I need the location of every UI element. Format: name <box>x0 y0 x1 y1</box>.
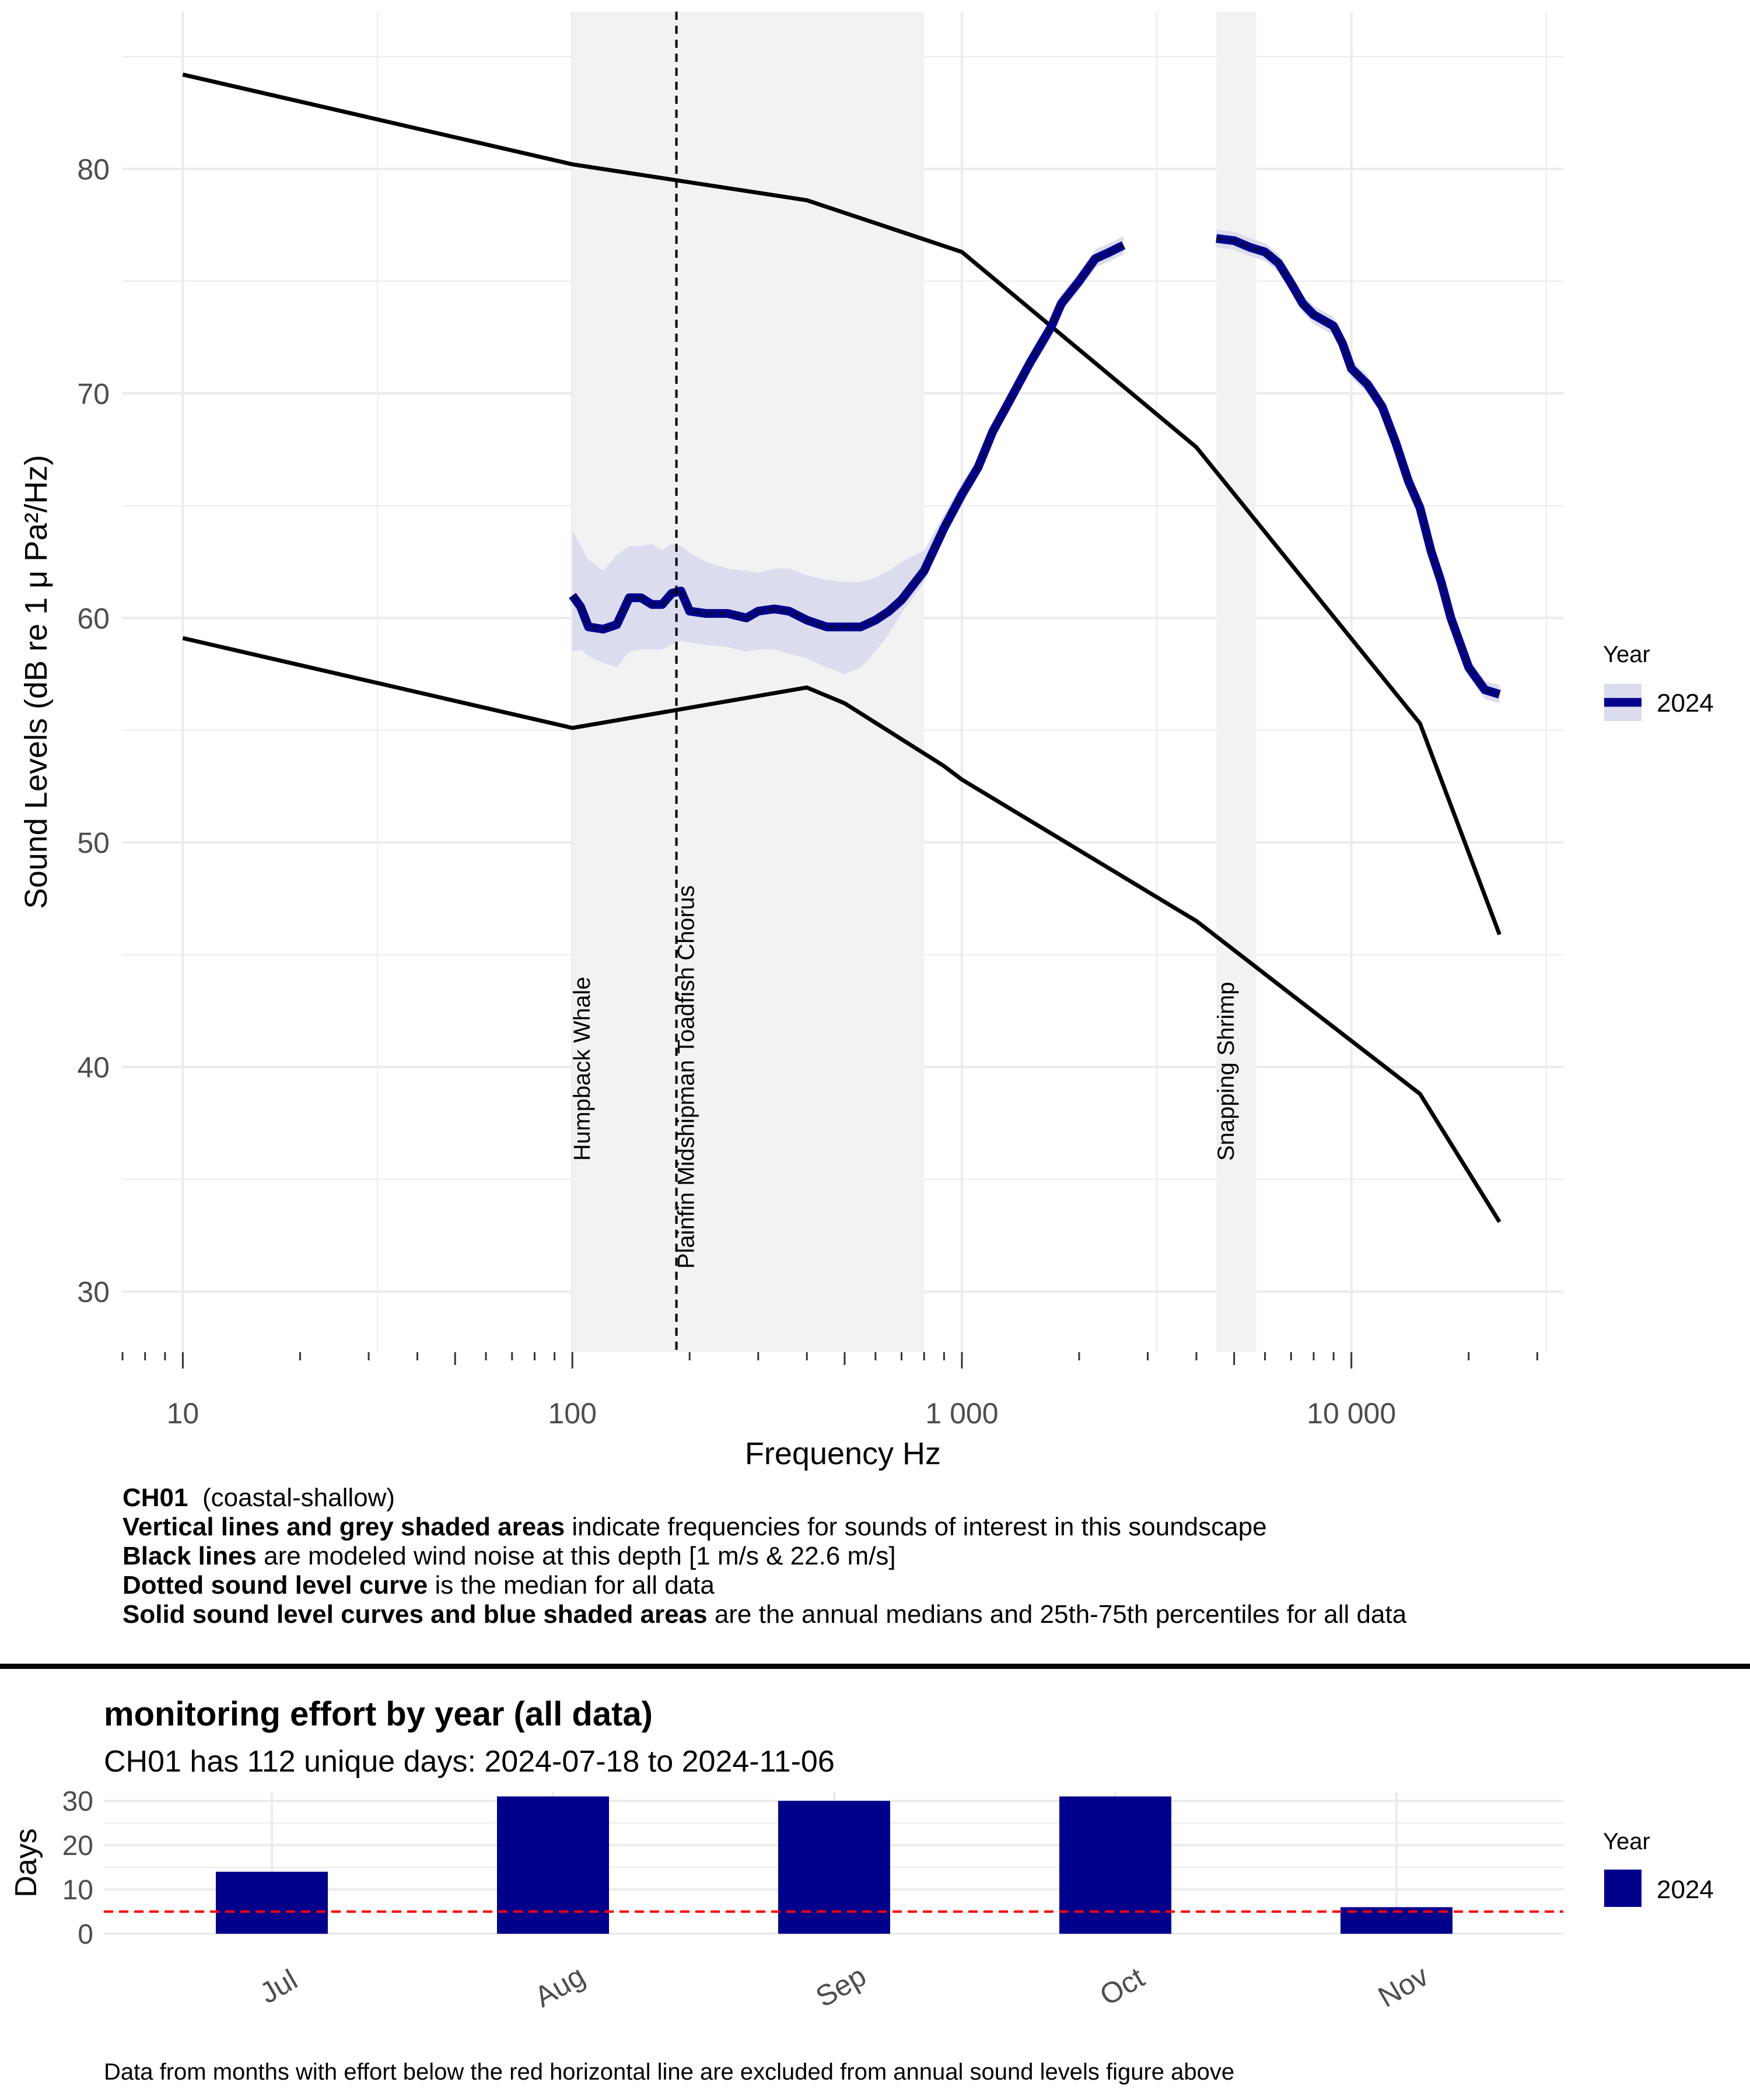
percentile-ribbons <box>572 229 1500 704</box>
overall-median-dotted-curve <box>571 244 1124 631</box>
median-curves <box>569 234 1501 699</box>
x-tick-label: 10 000 <box>1307 1397 1396 1430</box>
vertical-line-label: Plainfin Midshipman Toadfish Chorus <box>674 886 699 1269</box>
effort-legend: Year 2024 <box>1603 1829 1714 1907</box>
band-label: Humpback Whale <box>569 977 595 1161</box>
x-tick-label: 100 <box>548 1397 596 1430</box>
y-tick-label: 30 <box>77 1276 110 1308</box>
y-tick-label: 30 <box>62 1786 93 1817</box>
annual-median-curve <box>1216 234 1501 699</box>
y-tick-label: 80 <box>77 153 110 186</box>
band-labels: Humpback Whale Plainfin Midshipman Toadfi… <box>569 886 1239 1269</box>
caption-text-3: are modeled wind noise at this depth [1 … <box>264 1542 896 1570</box>
y-axis-title: Days <box>9 1828 43 1897</box>
caption-bold-5: Solid sound level curves and blue shaded… <box>123 1600 708 1629</box>
y-axis-title: Sound Levels (dB re 1 μ Pa²/Hz) <box>19 455 54 909</box>
caption-line-2: Vertical lines and grey shaded areas ind… <box>123 1513 1406 1542</box>
x-tick-label: 10 <box>167 1397 200 1430</box>
caption-text-2: indicate frequencies for sounds of inter… <box>572 1513 1267 1541</box>
effort-grid <box>104 1792 1563 1935</box>
x-axis-title: Frequency Hz <box>745 1436 941 1471</box>
effort-axes: 0 10 20 30 Jul Aug Sep Oct Nov Days <box>9 1786 1434 2014</box>
shaded-bands <box>572 12 1256 1352</box>
legend-title: Year <box>1603 1829 1650 1854</box>
legend-label: 2024 <box>1657 689 1714 718</box>
y-tick-label: 0 <box>78 1919 93 1950</box>
sound-level-chart: Humpback Whale Plainfin Midshipman Toadfi… <box>19 12 1714 1471</box>
y-tick-label: 50 <box>77 827 110 859</box>
effort-bar <box>497 1796 609 1934</box>
effort-bar <box>778 1801 890 1934</box>
section-divider <box>0 1664 1750 1669</box>
caption-line-4: Dotted sound level curve is the median f… <box>123 1571 1406 1600</box>
axes: 30 40 50 60 70 80 10 100 1 000 10 000 Frequency Hz… <box>19 153 1538 1471</box>
percentile-ribbon <box>572 236 1124 674</box>
x-tick-label: Oct <box>1094 1961 1150 2012</box>
band-label: Snapping Shrimp <box>1213 982 1239 1161</box>
legend-title: Year <box>1603 642 1650 667</box>
overall-median-dotted-curve <box>1216 237 1500 696</box>
caption-line-1: CH01 (coastal-shallow) <box>123 1483 1406 1513</box>
y-tick-label: 60 <box>77 602 110 635</box>
wind-noise-line <box>182 636 1502 1223</box>
effort-footnote: Data from months with effort below the r… <box>104 2059 1235 2085</box>
x-tick-label: Jul <box>254 1963 303 2010</box>
effort-title: monitoring effort by year (all data) <box>104 1695 653 1733</box>
effort-bars <box>216 1796 1452 1934</box>
wind-noise-lines <box>182 72 1502 1223</box>
caption-bold-2: Vertical lines and grey shaded areas <box>123 1513 565 1541</box>
x-tick-label: Sep <box>810 1959 872 2014</box>
effort-bar <box>1059 1796 1171 1934</box>
caption-bold-4: Dotted sound level curve <box>123 1571 428 1600</box>
y-tick-label: 20 <box>62 1831 93 1861</box>
y-tick-label: 40 <box>77 1051 110 1084</box>
effort-subtitle: CH01 has 112 unique days: 2024-07-18 to … <box>104 1745 835 1779</box>
figure-caption: CH01 (coastal-shallow) Vertical lines an… <box>123 1483 1406 1629</box>
caption-line-5: Solid sound level curves and blue shaded… <box>123 1600 1406 1629</box>
legend: Year 2024 <box>1603 642 1714 721</box>
effort-bar <box>1340 1907 1452 1934</box>
caption-line-3: Black lines are modeled wind noise at th… <box>123 1542 1406 1571</box>
legend-label: 2024 <box>1657 1875 1714 1904</box>
x-tick-label: 1 000 <box>925 1397 998 1430</box>
effort-bar <box>216 1871 328 1934</box>
caption-text-4: is the median for all data <box>435 1571 715 1600</box>
shaded-band <box>572 12 925 1352</box>
x-tick-label: Nov <box>1373 1959 1434 2014</box>
caption-bold-1: CH01 <box>123 1483 188 1512</box>
legend-key <box>1604 1870 1642 1907</box>
caption-bold-3: Black lines <box>123 1542 257 1570</box>
x-tick-label: Aug <box>529 1959 590 2014</box>
y-tick-label: 70 <box>77 377 110 410</box>
caption-text-1: (coastal-shallow) <box>202 1483 396 1512</box>
y-tick-label: 10 <box>62 1875 93 1906</box>
caption-text-5: are the annual medians and 25th-75th per… <box>714 1600 1407 1629</box>
wind-noise-line <box>182 72 1502 936</box>
